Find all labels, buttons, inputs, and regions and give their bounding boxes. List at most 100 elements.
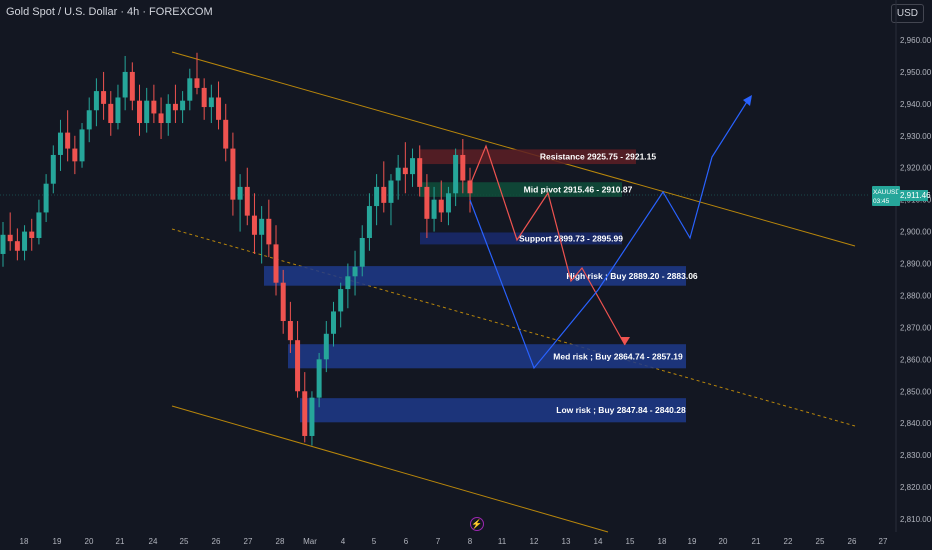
- candle-bull: [395, 167, 401, 181]
- x-tick-label: 6: [404, 537, 409, 546]
- candle-bull: [359, 237, 365, 267]
- candle-bear: [381, 186, 387, 203]
- zone-label: Resistance 2925.75 - 2921.15: [540, 152, 657, 162]
- price-label-symbol: XAUUSD: [873, 189, 900, 196]
- candle-bull: [50, 154, 56, 184]
- price-label-value-bg: [898, 190, 928, 202]
- candle-bull: [57, 132, 63, 155]
- candle-bear: [273, 244, 279, 283]
- candle-bull: [115, 97, 121, 124]
- x-tick-label: 28: [276, 537, 285, 546]
- candle-bear: [266, 218, 272, 245]
- x-tick-label: 21: [116, 537, 125, 546]
- candle-bear: [417, 158, 423, 187]
- candle-bull: [309, 397, 315, 436]
- candle-bull: [352, 266, 358, 277]
- x-tick-label: 12: [530, 537, 539, 546]
- candle-bull: [445, 193, 451, 213]
- y-tick-label: 2,960.00: [900, 36, 932, 45]
- candle-bull: [323, 333, 329, 360]
- candle-bull: [237, 186, 243, 200]
- candle-bull: [388, 180, 394, 203]
- candle-bull: [410, 158, 416, 175]
- candle-bear: [7, 234, 13, 242]
- x-tick-label: 4: [341, 537, 346, 546]
- candle-bull: [366, 206, 372, 238]
- candle-bull: [180, 100, 186, 111]
- candle-bull: [86, 110, 92, 130]
- zone-support: [420, 232, 622, 245]
- channel-top-line: [171, 51, 856, 247]
- zone-resistance: [420, 149, 636, 165]
- zone-label: Mid pivot 2915.46 - 2910.87: [524, 185, 633, 195]
- candle-bull: [0, 234, 6, 254]
- bearish-arrow-head: [620, 337, 630, 345]
- y-tick-label: 2,830.00: [900, 451, 932, 460]
- candle-bull: [22, 231, 28, 251]
- bullish-forecast-path: [469, 96, 751, 370]
- candle-bull: [43, 183, 49, 213]
- bullish-arrow-head: [743, 95, 752, 106]
- candle-bull: [330, 311, 336, 334]
- x-tick-label: 20: [719, 537, 728, 546]
- candle-bear: [172, 103, 178, 111]
- x-tick-label: 13: [562, 537, 571, 546]
- candle-bull: [93, 91, 99, 111]
- x-tick-label: 8: [468, 537, 473, 546]
- y-tick-label: 2,860.00: [900, 355, 932, 364]
- y-tick-label: 2,810.00: [900, 515, 932, 524]
- x-tick-label: 26: [848, 537, 857, 546]
- lightning-icon[interactable]: ⚡: [470, 517, 484, 531]
- x-tick-label: Mar: [303, 537, 317, 546]
- y-tick-label: 2,920.00: [900, 164, 932, 173]
- channel-bottom-line: [171, 405, 609, 533]
- zone-label: High risk ; Buy 2889.20 - 2883.06: [566, 271, 698, 281]
- channel-mid-line: [171, 228, 856, 427]
- x-tick-label: 11: [498, 537, 507, 546]
- zone-label: Support 2899.73 - 2895.99: [519, 233, 623, 243]
- zone-buy: [264, 266, 686, 286]
- x-tick-label: 5: [372, 537, 377, 546]
- chart-title: Gold Spot / U.S. Dollar · 4h · FOREXCOM: [6, 6, 213, 18]
- price-label-countdown: 03:45: [873, 198, 890, 205]
- candle-bull: [431, 199, 437, 219]
- candle-bear: [129, 71, 135, 101]
- candle-bear: [230, 148, 236, 200]
- y-tick-label: 2,890.00: [900, 260, 932, 269]
- zone-buy: [288, 344, 686, 369]
- price-label-value: 2,911.46: [900, 191, 931, 200]
- x-tick-label: 14: [594, 537, 603, 546]
- x-tick-label: 18: [20, 537, 29, 546]
- y-tick-label: 2,870.00: [900, 323, 932, 332]
- candle-bull: [187, 78, 193, 101]
- candle-bull: [259, 218, 265, 235]
- candle-bear: [244, 186, 250, 216]
- x-tick-label: 15: [626, 537, 635, 546]
- candle-bear: [424, 186, 430, 219]
- y-tick-label: 2,900.00: [900, 228, 932, 237]
- candle-bear: [438, 199, 444, 213]
- candle-bear: [302, 391, 308, 436]
- candle-bull: [79, 129, 85, 162]
- currency-button[interactable]: USD: [890, 4, 924, 23]
- candle-bear: [402, 167, 408, 175]
- candle-bear: [216, 97, 222, 120]
- candle-bull: [338, 289, 344, 312]
- y-tick-label: 2,820.00: [900, 483, 932, 492]
- candle-bear: [295, 340, 301, 392]
- x-tick-label: 26: [212, 537, 221, 546]
- x-tick-label: 24: [149, 537, 158, 546]
- price-label-bg: [872, 186, 900, 207]
- candle-bull: [144, 100, 150, 124]
- candle-bear: [29, 231, 35, 238]
- candle-bull: [36, 212, 42, 238]
- candle-bull: [165, 103, 171, 124]
- candle-bear: [158, 113, 164, 124]
- candle-bear: [467, 180, 473, 194]
- candle-bear: [108, 103, 114, 124]
- x-tick-label: 18: [658, 537, 667, 546]
- candle-bear: [101, 91, 107, 104]
- y-tick-label: 2,840.00: [900, 419, 932, 428]
- candle-bear: [151, 100, 157, 114]
